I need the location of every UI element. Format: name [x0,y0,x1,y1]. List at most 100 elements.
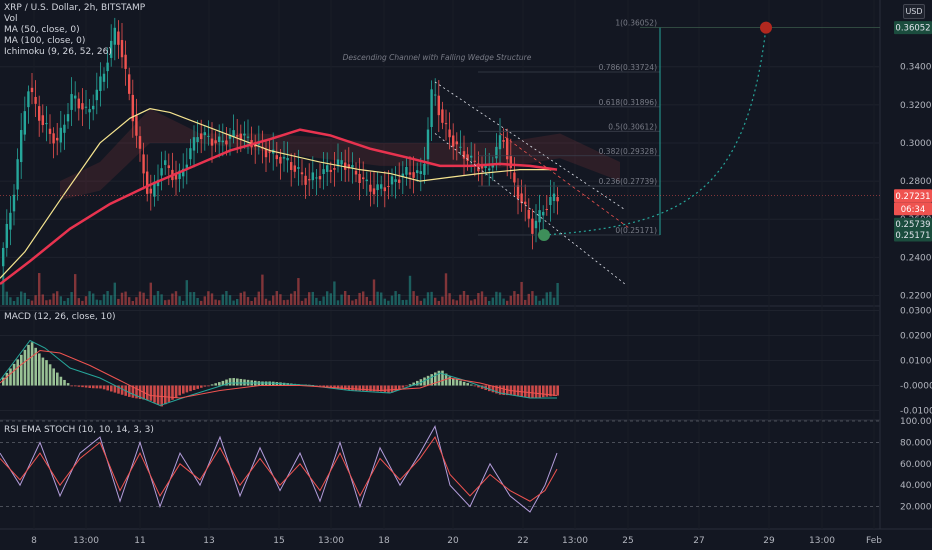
volume-bar [178,296,181,305]
candle-body [95,89,98,101]
volume-bar [452,299,455,305]
volume-bar [423,298,426,305]
candle-body [239,133,242,140]
candle-body [113,27,116,45]
indicator-ichimoku[interactable]: Ichimoku (9, 26, 52, 26) [4,47,112,57]
macd-histogram-bar [498,385,502,395]
candle-body [27,91,30,108]
macd-histogram-bar [128,385,131,397]
macd-histogram-bar [23,349,27,386]
candle-body [545,209,548,211]
indicator-vol[interactable]: Vol [4,14,18,24]
macd-histogram-bar [495,385,498,394]
macd-histogram-bar [110,385,113,392]
volume-bar [268,300,271,305]
candle-body [491,163,494,168]
volume-bar [138,291,142,305]
candle-body [52,133,55,144]
volume-bar [239,292,242,305]
time-tick-label: 27 [693,536,704,546]
candle-body [333,168,336,170]
macd-histogram-bar [131,385,135,398]
macd-legend[interactable]: MACD (12, 26, close, 10) [4,312,116,322]
volume-bar [344,291,347,305]
candle-body [214,140,217,144]
indicator-ma100[interactable]: MA (100, close, 0) [4,36,86,46]
ichimoku-cloud [60,108,620,201]
volume-bar [480,291,484,305]
candle-body [275,155,278,160]
candle-body [322,169,325,175]
macd-histogram-bar [9,368,12,386]
macd-histogram-bar [326,385,329,388]
volume-bar [531,291,534,305]
macd-histogram-bar [405,385,408,387]
macd-histogram-bar [113,385,117,393]
macd-histogram-bar [200,385,203,388]
time-tick-label: 8 [31,536,37,546]
symbol-title[interactable]: XRP / U.S. Dollar, 2h, BITSTAMP [4,3,146,13]
macd-tick-label: -0.00000 [900,382,932,392]
volume-bar [336,300,340,305]
macd-histogram-bar [84,385,88,388]
channel-lower [434,133,626,285]
candle-body [182,168,185,177]
volume-bar [257,291,260,305]
macd-histogram-bar [477,385,480,388]
macd-histogram-bar [38,353,41,386]
macd-histogram-bar [207,385,210,387]
macd-histogram-bar [344,385,347,390]
volume-bar [282,300,286,305]
candle-body [466,154,469,161]
stoch-legend[interactable]: RSI EMA STOCH (10, 10, 14, 3, 3) [4,425,154,435]
fib-level-label: 0(0.25171) [615,226,657,235]
macd-histogram-bar [369,385,372,392]
volume-bar [394,291,397,305]
volume-bar [74,274,77,305]
candle-body [210,138,214,146]
macd-histogram-bar [171,385,174,400]
candle-body [142,154,145,174]
macd-histogram-bar [59,376,63,386]
volume-bar [333,281,336,305]
macd-histogram-bar [340,385,343,390]
time-tick-label: 29 [763,536,775,546]
chart-legend: XRP / U.S. Dollar, 2h, BITSTAMP Vol MA (… [4,3,145,58]
candle-body [441,109,444,123]
candle-body [423,163,426,175]
time-tick-label: 13:00 [73,536,99,546]
candle-body [394,179,397,182]
volume-bar [405,299,408,305]
stoch-d-line [0,436,558,502]
candle-body [243,133,246,136]
candle-body [225,140,228,145]
macd-histogram-bar [462,381,466,386]
volume-bar [304,298,307,305]
volume-bar [412,291,415,305]
macd-histogram-bar [92,385,95,389]
macd-histogram-bar [16,359,19,386]
indicator-ma50[interactable]: MA (50, close, 0) [4,25,80,35]
candle-body [405,166,408,175]
candle-body [74,95,77,99]
macd-histogram-bar [383,385,387,393]
volume-bar [308,292,311,305]
low-b-badge-bg [894,228,932,242]
fib-level-label: 0.786(0.33724) [599,63,657,72]
candle-body [135,115,138,136]
candle-body [70,94,73,110]
fib-level-label: 0.382(0.29328) [599,147,657,156]
volume-bar [88,291,91,305]
candle-body [167,165,170,169]
volume-bar [383,298,386,305]
currency-button[interactable]: USD [903,4,925,19]
volume-bar [365,296,368,305]
volume-bar [279,294,282,305]
macd-histogram-bar [333,385,336,389]
candle-body [99,76,102,91]
volume-bar [372,279,376,305]
volume-bar [117,298,120,305]
volume-bar [264,298,268,305]
volume-bar [59,296,62,305]
